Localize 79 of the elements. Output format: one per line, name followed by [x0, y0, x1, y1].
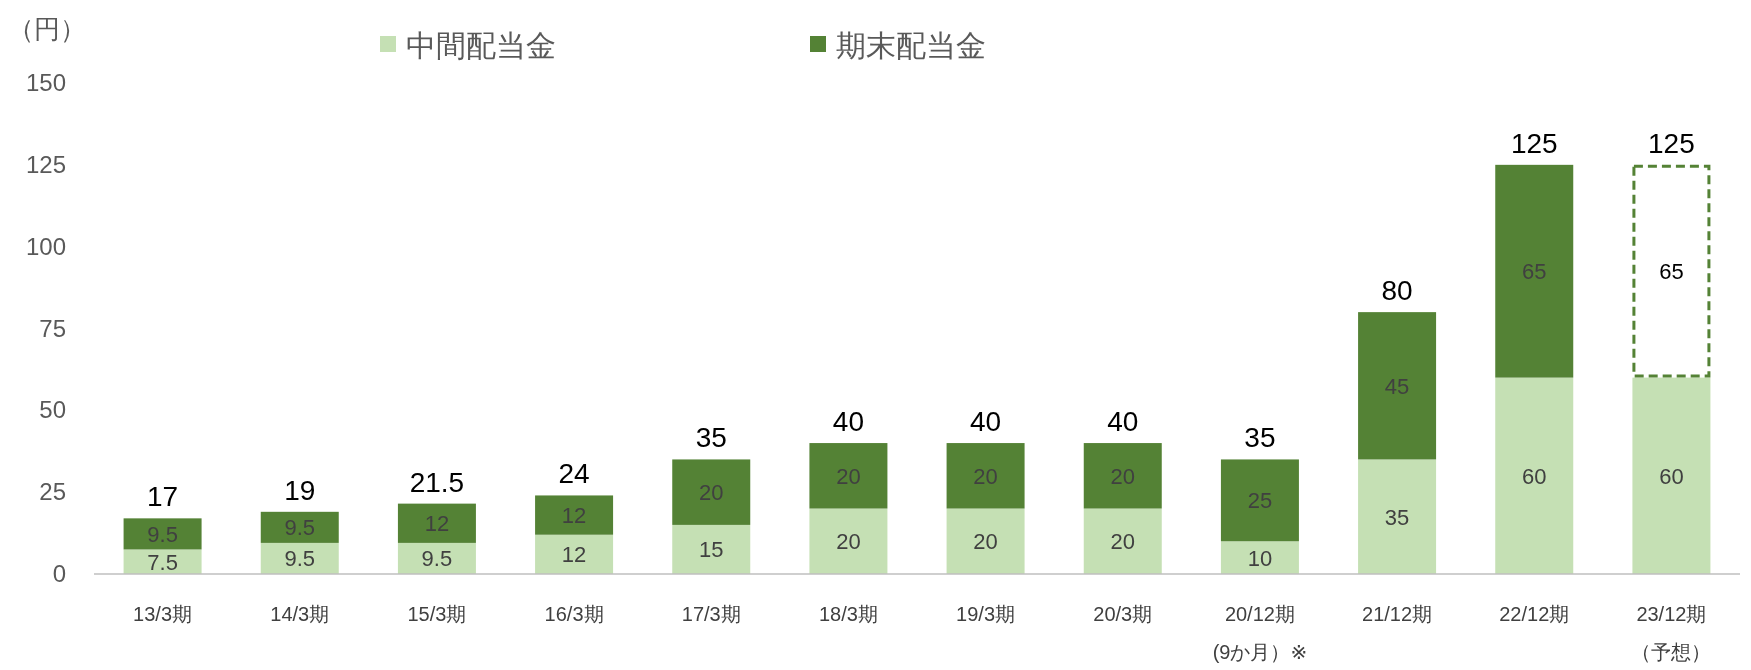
- total-label: 17: [147, 481, 179, 513]
- bar: [946, 443, 1025, 509]
- total-label: 35: [695, 422, 727, 454]
- bar: [1358, 459, 1437, 574]
- bar: [672, 459, 751, 525]
- data-label: 65: [1659, 259, 1684, 285]
- y-tick-label: 25: [39, 478, 66, 506]
- total-label: 35: [1244, 422, 1276, 454]
- x-tick-label: 22/12期: [1499, 603, 1570, 625]
- total-label: 24: [558, 458, 590, 490]
- total-label: 40: [970, 406, 1002, 438]
- bar: [1083, 508, 1162, 574]
- bar: [1632, 164, 1711, 378]
- data-label: 12: [424, 511, 450, 537]
- bar: [1495, 164, 1574, 378]
- data-label: 12: [561, 503, 587, 529]
- x-tick-label: 13/3期: [133, 603, 193, 625]
- bar: [123, 518, 202, 550]
- data-label: 65: [1522, 259, 1547, 285]
- y-tick-label: 0: [52, 560, 66, 587]
- data-label: 20: [973, 529, 998, 555]
- bar: [1083, 443, 1162, 509]
- data-label: 20: [973, 463, 998, 489]
- bar: [260, 511, 339, 543]
- y-tick-label: 75: [39, 314, 66, 342]
- data-label: 15: [699, 537, 724, 563]
- total-label: 21.5: [409, 466, 465, 498]
- data-label: 9.5: [284, 546, 316, 572]
- bar: [809, 508, 888, 574]
- x-tick-label: 14/3期: [270, 603, 330, 625]
- x-tick-label: 15/3期: [407, 603, 467, 625]
- x-tick-label: 18/3期: [818, 603, 878, 625]
- y-tick-label: 125: [25, 150, 66, 178]
- y-tick-label: 150: [25, 69, 66, 96]
- x-tick-label: 20/12期 (9か月）※: [1212, 603, 1308, 663]
- data-label: 12: [561, 542, 587, 568]
- data-label: 20: [1110, 529, 1135, 555]
- bar: [1495, 377, 1574, 574]
- bar: [535, 495, 614, 535]
- data-label: 60: [1659, 463, 1684, 489]
- total-label: 19: [284, 474, 316, 506]
- bar: [1632, 377, 1711, 574]
- total-label: 40: [832, 406, 864, 438]
- legend-label: 期末配当金: [836, 29, 986, 62]
- total-label: 125: [1648, 127, 1695, 159]
- x-tick-label: 19/3期: [956, 603, 1016, 625]
- y-tick-label: 50: [39, 396, 66, 424]
- bar: [946, 508, 1025, 574]
- total-label: 40: [1107, 406, 1139, 438]
- legend-label: 中間配当金: [406, 29, 556, 62]
- bar: [1220, 541, 1299, 574]
- data-label: 20: [836, 463, 861, 489]
- data-label: 25: [1247, 488, 1273, 514]
- data-label: 9.5: [284, 515, 316, 541]
- total-label: 125: [1510, 127, 1558, 159]
- bar: [535, 534, 614, 574]
- bar: [1220, 459, 1299, 542]
- data-label: 9.5: [147, 521, 178, 547]
- x-tick-label: 21/12期: [1362, 603, 1433, 625]
- data-label: 20: [836, 529, 861, 555]
- data-label: 20: [699, 480, 724, 506]
- data-label: 60: [1522, 463, 1547, 489]
- data-label: 9.5: [421, 546, 453, 572]
- x-tick-label: 20/3期: [1093, 603, 1153, 625]
- x-tick-label: 17/3期: [681, 603, 741, 625]
- bar: [1358, 312, 1437, 460]
- bar: [672, 524, 751, 574]
- total-label: 80: [1381, 275, 1413, 307]
- data-label: 45: [1384, 373, 1410, 399]
- data-label: 20: [1110, 463, 1135, 489]
- data-label: 35: [1384, 504, 1410, 530]
- data-label: 7.5: [147, 549, 178, 575]
- data-label: 10: [1247, 545, 1273, 571]
- y-axis-title: （円）: [8, 14, 86, 44]
- bar: [809, 443, 888, 509]
- y-tick-label: 100: [25, 232, 66, 260]
- bar: [397, 503, 476, 543]
- x-tick-label: 16/3期: [544, 603, 604, 625]
- x-tick-label: 23/12期（予想）: [1631, 603, 1712, 663]
